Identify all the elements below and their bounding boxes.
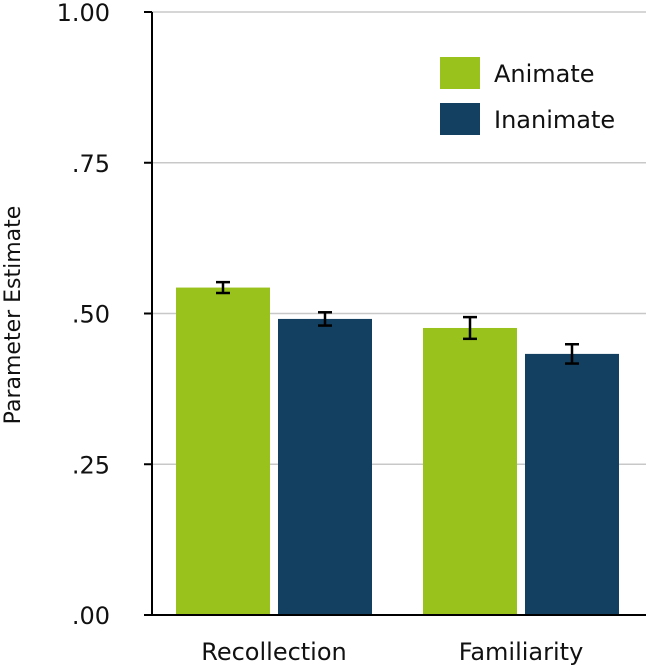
legend: Animate Inanimate [440,57,615,135]
legend-swatch-inanimate [440,103,480,135]
legend-label-inanimate: Inanimate [494,106,615,134]
bar-animate-recollection [176,287,270,615]
x-category-label: Familiarity [459,638,584,666]
y-tick-label: .50 [72,301,110,329]
error-bars [216,280,579,365]
bar-animate-familiarity [423,327,517,615]
legend-label-animate: Animate [494,60,595,88]
y-tick-label: .75 [72,150,110,178]
x-labels: Recollection Familiarity [201,638,583,666]
y-tick-label: 1.00 [57,0,110,27]
y-tick-label: .25 [72,451,110,479]
bar-inanimate-familiarity [525,353,619,615]
legend-swatch-animate [440,57,480,89]
x-category-label: Recollection [201,638,347,666]
bar-inanimate-recollection [278,318,372,615]
y-ticks: .00 .25 .50 .75 1.00 [57,0,152,630]
y-tick-label: .00 [72,602,110,630]
bars [176,287,619,615]
y-axis-title: Parameter Estimate [1,206,26,425]
